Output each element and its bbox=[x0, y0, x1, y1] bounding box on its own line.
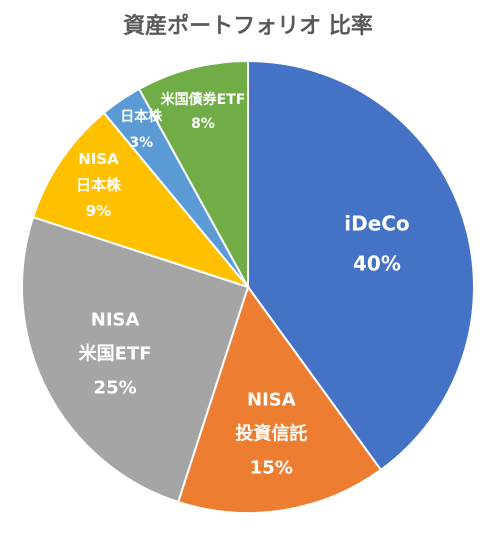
slice-category-label: 投資信託 bbox=[235, 422, 307, 444]
slice-value-label: 40% bbox=[353, 252, 401, 276]
chart-title: 資産ポートフォリオ 比率 bbox=[123, 14, 373, 39]
slice-category-label: 米国債券ETF bbox=[161, 91, 246, 108]
slice-value-label: 25% bbox=[94, 378, 137, 399]
slice-category-label: 米国ETF bbox=[79, 343, 152, 365]
slice-category-label: NISA bbox=[247, 389, 296, 410]
slice-category-label: NISA bbox=[91, 310, 140, 331]
slice-value-label: 3% bbox=[129, 135, 153, 151]
slice-category-label: iDeCo bbox=[344, 212, 409, 236]
slice-value-label: 8% bbox=[191, 116, 215, 132]
pie-slice bbox=[21, 215, 250, 504]
pie-slice bbox=[137, 59, 249, 288]
slice-category-label: 日本株 bbox=[76, 176, 122, 194]
pie-slice bbox=[31, 111, 251, 290]
pie-slice bbox=[176, 284, 383, 514]
slice-category-label: NISA bbox=[78, 150, 119, 168]
pie-slice bbox=[247, 59, 475, 472]
slice-value-label: 9% bbox=[86, 202, 111, 220]
slice-value-label: 15% bbox=[250, 457, 293, 478]
slice-category-label: 日本株 bbox=[120, 108, 163, 125]
